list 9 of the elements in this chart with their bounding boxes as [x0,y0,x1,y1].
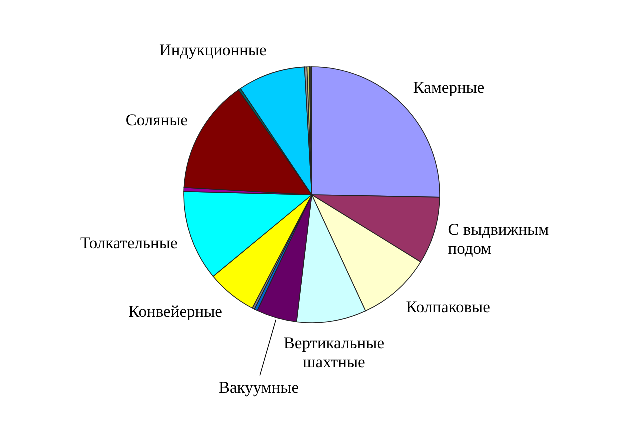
slice-label: Соляные [126,110,188,130]
slice-label: С выдвижным подом [448,220,550,258]
slice-label: Конвейерные [128,302,223,321]
slice-label: Колпаковые [406,298,490,317]
slice-label: Камерные [413,78,485,98]
slice-label: Индукционные [159,40,267,60]
slice-label: Вакуумные [218,378,300,397]
slice-label: Вертикальные шахтные [284,334,385,372]
slice-label: Толкательные [80,234,178,253]
